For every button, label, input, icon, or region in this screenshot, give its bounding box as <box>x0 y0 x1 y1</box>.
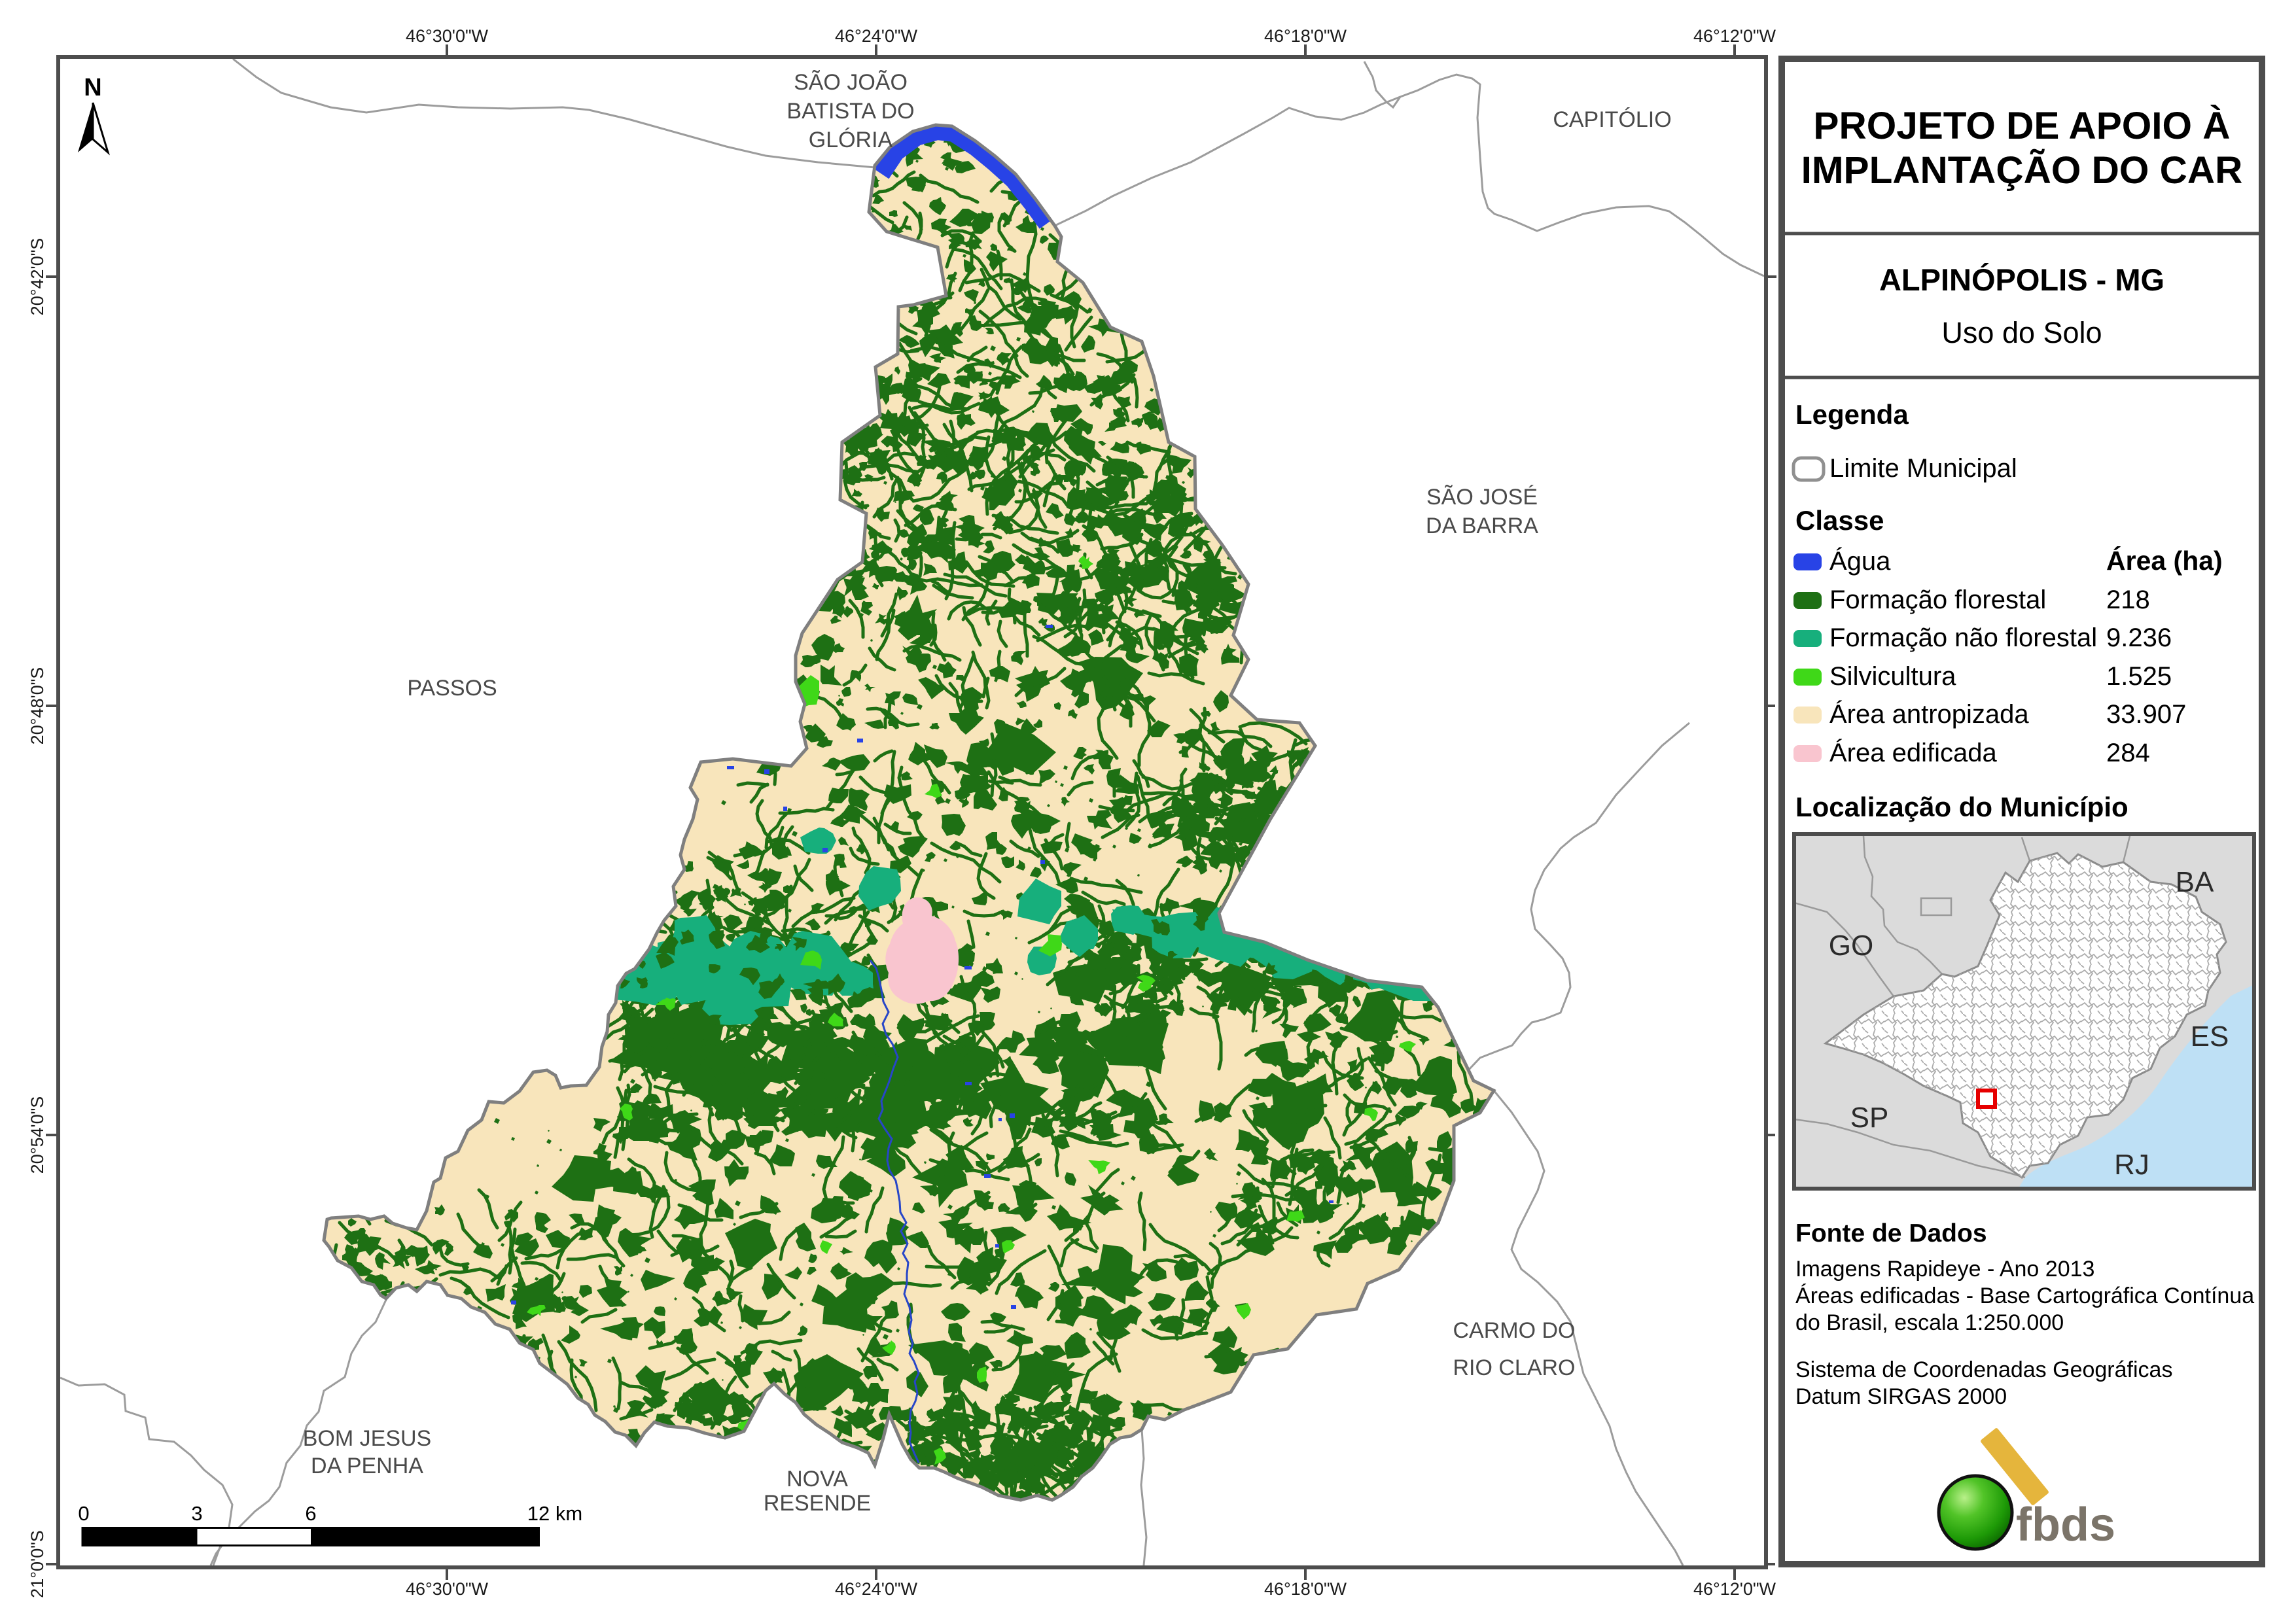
svg-text:33.907: 33.907 <box>2106 700 2186 729</box>
svg-text:46°12'0"W: 46°12'0"W <box>1693 26 1776 46</box>
svg-text:Sistema de Coordenadas Geográf: Sistema de Coordenadas Geográficas <box>1795 1357 2172 1382</box>
svg-text:Área edificada: Área edificada <box>1829 738 1997 767</box>
svg-text:BOM JESUS: BOM JESUS <box>303 1426 431 1451</box>
svg-text:Fonte de Dados: Fonte de Dados <box>1795 1219 1987 1248</box>
svg-text:12 km: 12 km <box>527 1502 582 1525</box>
svg-text:1.525: 1.525 <box>2106 662 2172 691</box>
svg-text:ES: ES <box>2191 1021 2229 1053</box>
svg-text:NOVA: NOVA <box>786 1467 848 1492</box>
svg-text:46°12'0"W: 46°12'0"W <box>1693 1579 1776 1599</box>
svg-text:IMPLANTAÇÃO DO CAR: IMPLANTAÇÃO DO CAR <box>1801 148 2243 192</box>
svg-text:SÃO JOSÉ: SÃO JOSÉ <box>1426 485 1538 510</box>
svg-text:218: 218 <box>2106 585 2150 614</box>
svg-text:Área antropizada: Área antropizada <box>1829 699 2029 729</box>
svg-text:Legenda: Legenda <box>1795 399 1909 430</box>
svg-text:BATISTA DO: BATISTA DO <box>786 99 914 124</box>
svg-text:Área (ha): Área (ha) <box>2106 546 2223 576</box>
svg-text:46°30'0"W: 46°30'0"W <box>406 26 489 46</box>
svg-text:RESENDE: RESENDE <box>764 1491 871 1516</box>
svg-text:46°18'0"W: 46°18'0"W <box>1264 26 1347 46</box>
svg-text:BA: BA <box>2176 866 2214 898</box>
svg-text:DA PENHA: DA PENHA <box>311 1454 423 1478</box>
svg-text:Datum SIRGAS 2000: Datum SIRGAS 2000 <box>1795 1384 2007 1409</box>
svg-text:20°48'0"S: 20°48'0"S <box>27 667 47 745</box>
svg-text:PROJETO DE APOIO À: PROJETO DE APOIO À <box>1813 104 2230 147</box>
svg-text:PASSOS: PASSOS <box>407 676 497 701</box>
svg-text:46°24'0"W: 46°24'0"W <box>835 26 918 46</box>
svg-text:SÃO JOÃO: SÃO JOÃO <box>794 70 908 95</box>
svg-text:21°0'0"S: 21°0'0"S <box>27 1530 47 1598</box>
svg-text:284: 284 <box>2106 739 2150 767</box>
svg-text:Formação não florestal: Formação não florestal <box>1829 623 2097 652</box>
svg-text:CARMO DO: CARMO DO <box>1453 1318 1576 1343</box>
svg-text:Silvicultura: Silvicultura <box>1829 662 1956 691</box>
svg-text:Áreas edificadas - Base Cartog: Áreas edificadas - Base Cartográfica Con… <box>1795 1283 2254 1308</box>
svg-text:N: N <box>84 74 101 101</box>
svg-text:RJ: RJ <box>2114 1149 2149 1181</box>
svg-text:Formação florestal: Formação florestal <box>1829 585 2046 614</box>
svg-text:46°24'0"W: 46°24'0"W <box>835 1579 918 1599</box>
svg-text:Localização do Município: Localização do Município <box>1795 792 2128 822</box>
svg-text:ALPINÓPOLIS - MG: ALPINÓPOLIS - MG <box>1879 262 2164 297</box>
svg-text:fbds: fbds <box>2016 1499 2115 1551</box>
svg-text:0: 0 <box>78 1502 89 1525</box>
svg-text:do Brasil, escala 1:250.000: do Brasil, escala 1:250.000 <box>1795 1310 2064 1335</box>
svg-text:GO: GO <box>1829 930 1873 962</box>
svg-text:DA BARRA: DA BARRA <box>1426 514 1538 538</box>
svg-text:Uso do Solo: Uso do Solo <box>1941 316 2102 349</box>
svg-text:6: 6 <box>305 1502 316 1525</box>
svg-text:Classe: Classe <box>1795 505 1884 536</box>
svg-text:Limite Municipal: Limite Municipal <box>1829 454 2017 483</box>
svg-text:SP: SP <box>1850 1102 1889 1134</box>
svg-text:GLÓRIA: GLÓRIA <box>809 128 893 152</box>
svg-text:Imagens Rapideye - Ano 2013: Imagens Rapideye - Ano 2013 <box>1795 1257 2094 1282</box>
svg-text:9.236: 9.236 <box>2106 623 2172 652</box>
svg-text:20°54'0"S: 20°54'0"S <box>27 1096 47 1174</box>
svg-text:3: 3 <box>191 1502 202 1525</box>
svg-text:RIO CLARO: RIO CLARO <box>1453 1355 1575 1380</box>
svg-text:Água: Água <box>1829 546 1891 576</box>
svg-text:20°42'0"S: 20°42'0"S <box>27 238 47 316</box>
svg-text:46°18'0"W: 46°18'0"W <box>1264 1579 1347 1599</box>
svg-text:46°30'0"W: 46°30'0"W <box>406 1579 489 1599</box>
svg-text:CAPITÓLIO: CAPITÓLIO <box>1553 107 1671 132</box>
